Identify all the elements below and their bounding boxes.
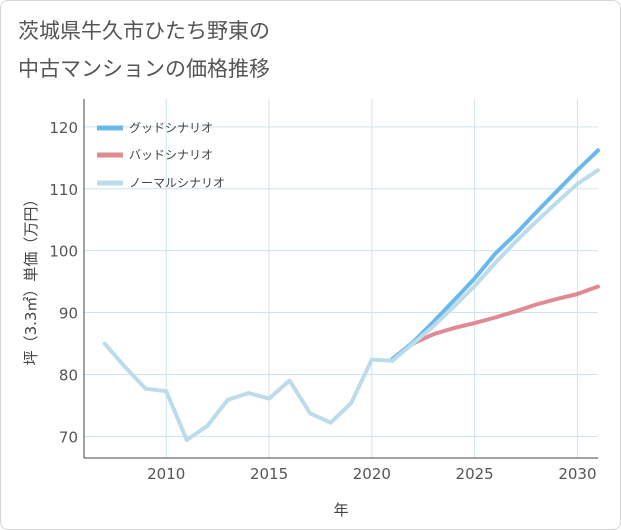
y-tick-label-120: 120 (49, 119, 78, 137)
y-axis-title: 坪（3.3㎡）単価（万円） (22, 192, 40, 366)
series-line-good (390, 148, 600, 361)
axes (83, 99, 598, 459)
series-line-normal (102, 168, 600, 442)
y-tick-label-70: 70 (59, 428, 78, 446)
x-tick-label-2015: 2015 (250, 465, 288, 483)
x-tick-label-2030: 2030 (558, 465, 596, 483)
legend-label-normal: ノーマルシナリオ (129, 176, 225, 190)
x-tick-label-2020: 2020 (353, 465, 391, 483)
x-tick-label-2010: 2010 (147, 465, 185, 483)
series-line-bad (390, 284, 600, 361)
y-tick-label-90: 90 (59, 305, 78, 323)
legend-label-bad: バッドシナリオ (129, 148, 213, 162)
y-tick-label-80: 80 (59, 366, 78, 384)
x-tick-label-2025: 2025 (456, 465, 494, 483)
legend-label-good: グッドシナリオ (129, 121, 213, 135)
y-tick-label-110: 110 (49, 181, 78, 199)
x-axis-title: 年 (333, 501, 348, 519)
y-tick-labels: 70 80 90 100 110 120 (49, 119, 78, 446)
legend: グッドシナリオ バッドシナリオ ノーマルシナリオ (97, 121, 225, 190)
chart-title-line-1: 茨城県牛久市ひたち野東の (18, 19, 270, 43)
x-tick-labels: 2010 2015 2020 2025 2030 (147, 465, 596, 483)
y-tick-label-100: 100 (49, 243, 78, 261)
chart-title-line-2: 中古マンションの価格推移 (18, 57, 270, 81)
series-lines (102, 148, 600, 442)
